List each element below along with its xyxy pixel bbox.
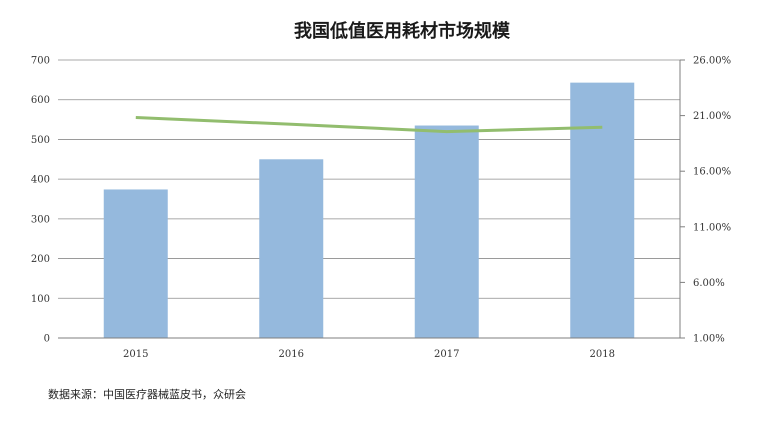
left-tick-label: 700 [31, 56, 50, 67]
axes: 0 100 200 300 400 500 600 700 1.00% 6.00% 11.00% 16… [31, 56, 731, 361]
source-note: 数据来源：中国医疗器械蓝皮书，众研会 [48, 388, 246, 401]
bar [414, 125, 479, 339]
growth-line [135, 116, 603, 134]
right-tick-label: 21.00% [693, 111, 731, 122]
right-tick-label: 1.00% [693, 334, 725, 345]
bar [103, 189, 168, 338]
left-tick-label: 600 [31, 95, 50, 106]
chart-title: 我国低值医用耗材市场规模 [294, 20, 511, 42]
right-tick-label: 11.00% [693, 222, 731, 233]
left-tick-label: 200 [31, 254, 50, 265]
left-tick-label: 0 [44, 334, 50, 345]
bars [103, 82, 635, 339]
bar [570, 82, 635, 338]
category-label: 2015 [123, 349, 148, 360]
right-tick-label: 16.00% [693, 167, 731, 178]
growth-line-path [135, 116, 603, 134]
left-tick-label: 100 [31, 294, 50, 305]
bar [259, 159, 324, 338]
left-tick-label: 500 [31, 135, 50, 146]
right-tick-label: 26.00% [693, 56, 731, 67]
category-label: 2016 [279, 349, 304, 360]
category-label: 2017 [434, 349, 459, 360]
left-tick-label: 300 [31, 214, 50, 225]
right-tick-label: 6.00% [693, 278, 725, 289]
left-tick-label: 400 [31, 175, 50, 186]
category-label: 2018 [590, 349, 615, 360]
